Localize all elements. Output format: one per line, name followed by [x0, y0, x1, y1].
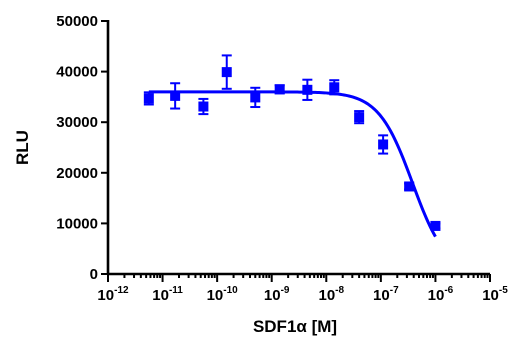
- x-tick-label: 10-5: [482, 285, 508, 304]
- x-tick-label: 10-9: [264, 285, 290, 304]
- fit-curve: [148, 90, 437, 238]
- data-point: [274, 84, 285, 95]
- x-tick-label: 10-8: [318, 285, 344, 304]
- x-tick-label: 10-10: [207, 285, 239, 304]
- x-tick-label: 10-11: [152, 285, 183, 304]
- x-axis-title: SDF1α [M]: [253, 317, 337, 336]
- data-point: [404, 181, 415, 192]
- y-tick-label: 50000: [56, 13, 98, 30]
- x-tick-label: 10-12: [97, 285, 129, 304]
- y-tick-label: 10000: [56, 215, 98, 232]
- data-point: [221, 67, 232, 78]
- data-point: [354, 112, 365, 123]
- data-point: [250, 92, 261, 103]
- y-tick-label: 40000: [56, 64, 98, 81]
- x-tick-label: 10-6: [428, 285, 454, 304]
- y-tick-label: 20000: [56, 165, 98, 182]
- y-tick-label: 30000: [56, 114, 98, 131]
- fit-curve-layer: [148, 90, 437, 238]
- data-point: [143, 93, 154, 104]
- data-points-layer: [143, 54, 441, 231]
- data-point: [430, 220, 441, 231]
- y-tick-label: 0: [90, 266, 98, 283]
- data-point: [302, 84, 313, 95]
- data-point: [378, 139, 389, 150]
- y-axis-title: RLU: [13, 130, 32, 165]
- data-point: [198, 101, 209, 112]
- axes: 0 10000 20000 30000 40000 50000 10-12 10-11 10-1…: [56, 13, 508, 304]
- data-point: [170, 90, 181, 101]
- x-tick-label: 10-7: [373, 285, 399, 304]
- data-point: [329, 82, 340, 93]
